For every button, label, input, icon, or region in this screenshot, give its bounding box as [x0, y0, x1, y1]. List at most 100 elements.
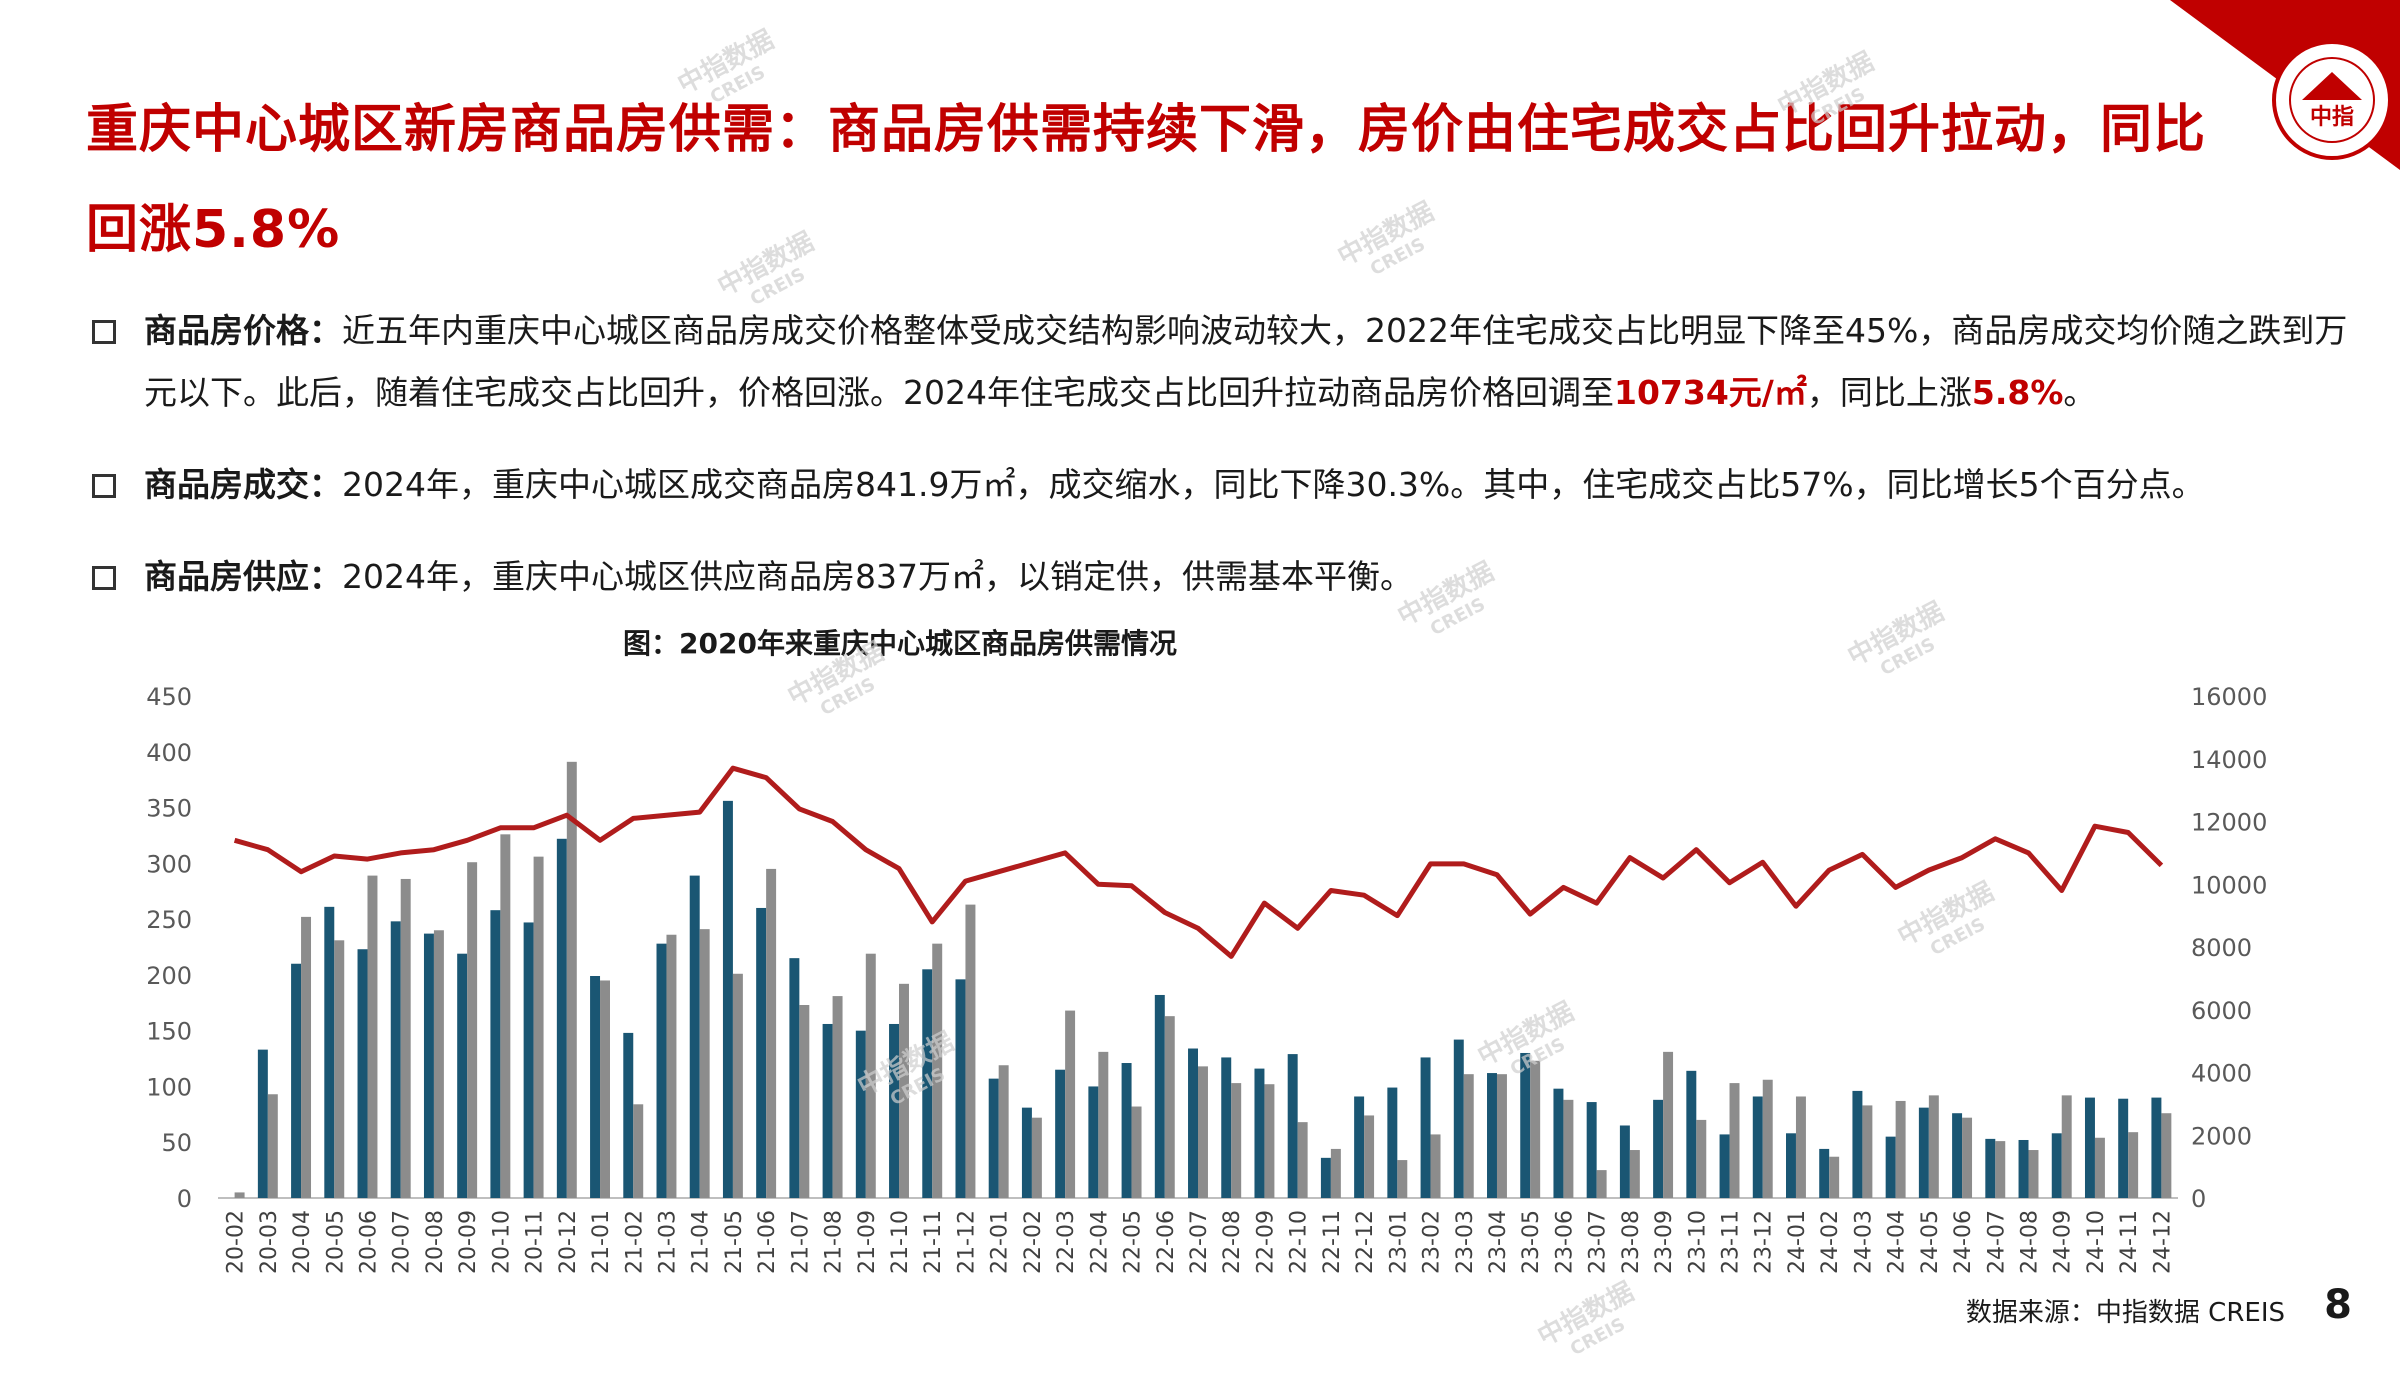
x-tick-label: 24-03	[1851, 1210, 1876, 1274]
bar-dark	[324, 906, 335, 1198]
bar-dark	[1354, 1096, 1365, 1198]
x-tick-label: 24-05	[1918, 1210, 1943, 1274]
x-tick-label: 21-06	[755, 1210, 780, 1274]
bar-dark	[490, 910, 501, 1198]
bullet-square-icon	[92, 566, 116, 590]
bar-dark	[1154, 994, 1165, 1198]
x-tick-label: 24-09	[2051, 1210, 2076, 1274]
bullet-text: 近五年内重庆中心城区商品房成交价格整体受成交结构影响波动较大，2022年住宅成交…	[144, 311, 2348, 412]
x-tick-label: 20-02	[224, 1210, 249, 1274]
bullet-transactions: 商品房成交：2024年，重庆中心城区成交商品房841.9万㎡，成交缩水，同比下降…	[88, 454, 2348, 516]
x-tick-label: 23-04	[1486, 1210, 1511, 1274]
bar-gray	[334, 940, 345, 1198]
page-title: 重庆中心城区新房商品房供需：商品房供需持续下滑，房价由住宅成交占比回升拉动，同比…	[86, 100, 2207, 260]
bar-dark	[988, 1078, 999, 1198]
x-tick-label: 24-10	[2084, 1210, 2109, 1274]
x-tick-label: 23-07	[1586, 1210, 1611, 1274]
y-left-tick-label: 200	[146, 962, 192, 990]
bar-gray	[1231, 1083, 1242, 1198]
bar-gray	[1663, 1051, 1674, 1198]
bullet-square-icon	[92, 474, 116, 498]
bar-gray	[1862, 1105, 1873, 1198]
bullet-text: 2024年，重庆中心城区成交商品房841.9万㎡，成交缩水，同比下降30.3%。…	[342, 465, 2205, 504]
bar-dark	[822, 1023, 833, 1198]
x-tick-label: 22-03	[1054, 1210, 1079, 1274]
bar-dark	[1320, 1157, 1331, 1198]
bar-gray	[1596, 1170, 1607, 1198]
x-tick-label: 22-02	[1021, 1210, 1046, 1274]
highlight-price: 10734元/㎡	[1613, 373, 1807, 412]
bar-dark	[1287, 1054, 1298, 1198]
bar-gray	[1330, 1148, 1341, 1198]
supply-demand-chart: 0 50 100 150 200 250 300 350 400 450 0 2000 4000 6000…	[146, 683, 2267, 1274]
bar-gray	[699, 929, 710, 1198]
bar-gray	[732, 973, 743, 1198]
x-tick-label: 24-04	[1885, 1210, 1910, 1274]
bar-gray	[500, 834, 511, 1198]
x-tick-label: 21-09	[855, 1210, 880, 1274]
bar-dark	[855, 1030, 866, 1198]
x-tick-label: 22-01	[988, 1210, 1013, 1274]
y-right-tick-label: 6000	[2191, 997, 2252, 1025]
x-tick-label: 21-10	[888, 1210, 913, 1274]
y-left-tick-label: 250	[146, 906, 192, 934]
x-tick-label: 20-06	[356, 1210, 381, 1274]
bar-dark	[1653, 1099, 1664, 1198]
x-tick-label: 23-06	[1552, 1210, 1577, 1274]
x-tick-label: 22-05	[1121, 1210, 1146, 1274]
bar-gray	[1762, 1079, 1773, 1198]
bullet-supply: 商品房供应：2024年，重庆中心城区供应商品房837万㎡，以销定供，供需基本平衡…	[88, 546, 2348, 608]
bar-gray	[1895, 1100, 1906, 1198]
bar-dark	[1752, 1096, 1763, 1198]
x-tick-label: 20-11	[523, 1210, 548, 1274]
bar-dark	[1088, 1086, 1099, 1198]
x-tick-label: 23-11	[1719, 1210, 1744, 1274]
bar-dark	[722, 800, 733, 1198]
bar-dark	[1819, 1148, 1830, 1198]
bar-gray	[1364, 1115, 1375, 1198]
bar-gray	[865, 953, 876, 1198]
bar-gray	[1297, 1122, 1308, 1198]
bar-gray	[766, 868, 777, 1198]
bar-gray	[998, 1065, 1009, 1198]
x-tick-label: 23-03	[1453, 1210, 1478, 1274]
bar-gray	[1829, 1156, 1840, 1198]
bar-gray	[467, 862, 478, 1198]
bar-dark	[789, 958, 800, 1198]
bar-dark	[556, 838, 567, 1198]
bar-dark	[1619, 1125, 1630, 1198]
bar-gray	[2161, 1113, 2172, 1198]
bar-gray	[1131, 1106, 1142, 1198]
x-tick-label: 21-08	[822, 1210, 847, 1274]
x-tick-label: 23-12	[1752, 1210, 1777, 1274]
bullet-label: 商品房价格：	[144, 311, 342, 350]
bar-gray	[666, 934, 677, 1198]
data-source: 数据来源：中指数据 CREIS	[1965, 1298, 2285, 1328]
x-tick-label: 21-02	[622, 1210, 647, 1274]
bar-dark	[889, 1023, 900, 1198]
y-right-tick-label: 4000	[2191, 1060, 2252, 1088]
y-right-tick-label: 0	[2191, 1185, 2206, 1213]
bar-gray	[1031, 1117, 1042, 1198]
bullet-price: 商品房价格：近五年内重庆中心城区商品房成交价格整体受成交结构影响波动较大，202…	[88, 300, 2348, 424]
x-tick-label: 20-10	[489, 1210, 514, 1274]
bullet-text: 2024年，重庆中心城区供应商品房837万㎡，以销定供，供需基本平衡。	[342, 557, 1413, 596]
y-left-tick-label: 350	[146, 795, 192, 823]
bar-gray	[832, 996, 843, 1198]
bar-dark	[656, 943, 667, 1198]
bar-dark	[955, 979, 966, 1198]
bar-gray	[600, 980, 610, 1198]
bar-gray	[1530, 1060, 1541, 1198]
bar-dark	[1885, 1136, 1896, 1198]
x-tick-label: 24-06	[1951, 1210, 1976, 1274]
bar-dark	[1188, 1048, 1198, 1198]
y-left-tick-label: 450	[146, 683, 192, 711]
svg-text:中指: 中指	[2310, 105, 2354, 130]
x-tick-label: 21-05	[722, 1210, 747, 1274]
x-tick-label: 24-11	[2117, 1210, 2142, 1274]
bar-gray	[1098, 1051, 1109, 1198]
bar-dark	[756, 907, 767, 1198]
x-tick-label: 24-07	[1984, 1210, 2009, 1274]
bar-gray	[799, 1005, 810, 1198]
bar-gray	[1629, 1150, 1640, 1198]
